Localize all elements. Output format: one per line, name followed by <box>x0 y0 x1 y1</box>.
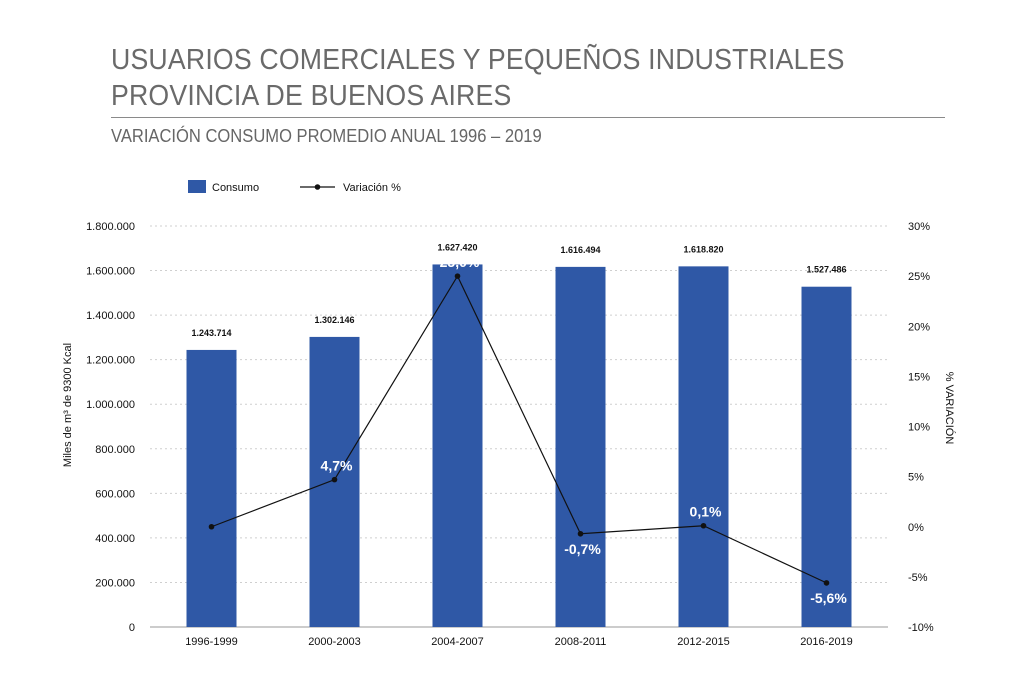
line-series-variacion <box>208 273 830 586</box>
bar-value-label: 1.616.494 <box>560 245 600 255</box>
y-tick-label-left: 0 <box>129 622 135 634</box>
y-tick-label-left: 1.800.000 <box>86 221 135 233</box>
line-point <box>823 580 830 586</box>
line-point <box>208 523 215 530</box>
y-tick-label-right: 20% <box>908 321 930 333</box>
y-tick-label-right: -10% <box>908 622 934 634</box>
bar <box>432 264 483 627</box>
y-tick-label-left: 1.000.000 <box>86 399 135 411</box>
y-tick-label-left: 200.000 <box>95 577 135 589</box>
y-tick-label-right: 10% <box>908 422 930 434</box>
y-tick-label-right: -5% <box>908 572 928 584</box>
chart-title-line-1: USUARIOS COMERCIALES Y PEQUEÑOS INDUSTRI… <box>111 44 845 76</box>
line-value-label: -0,7% <box>564 541 601 557</box>
x-tick-label: 2004-2007 <box>431 636 484 648</box>
bar <box>186 349 237 627</box>
bar-value-label: 1.627.420 <box>437 242 477 252</box>
y-tick-label-left: 400.000 <box>95 533 135 545</box>
chart-subtitle: VARIACIÓN CONSUMO PROMEDIO ANUAL 1996 – … <box>111 126 542 146</box>
legend-label-consumo: Consumo <box>212 182 259 194</box>
y-tick-label-right: 25% <box>908 271 930 283</box>
y-tick-label-right: 15% <box>908 371 930 383</box>
y-tick-label-left: 600.000 <box>95 488 135 500</box>
line-point <box>454 273 461 279</box>
y-axis-title-left: Miles de m³ de 9300 Kcal <box>62 343 74 467</box>
y-tick-label-right: 30% <box>908 221 930 233</box>
y-tick-label-right: 0% <box>908 522 924 534</box>
y-axis-title-right: % VARIACIÓN <box>943 372 956 445</box>
x-axis: 1996-1999 2000-2003 2004-2007 2008-2011 2012… <box>185 636 853 648</box>
chart-legend: Consumo Variación % <box>188 180 401 194</box>
bar-value-label: 1.618.820 <box>683 244 723 254</box>
grid-lines <box>150 225 888 628</box>
y-tick-label-left: 1.200.000 <box>86 355 135 367</box>
y-tick-label-left: 1.600.000 <box>86 266 135 278</box>
x-tick-label: 2008-2011 <box>555 636 607 648</box>
line-point <box>331 476 338 483</box>
x-tick-label: 2000-2003 <box>308 636 361 648</box>
y-tick-label-right: 5% <box>908 472 924 484</box>
bar-value-label: 1.527.486 <box>806 265 846 275</box>
line-value-label: 4,7% <box>321 458 353 474</box>
y-tick-label-left: 800.000 <box>95 444 135 456</box>
bar-value-label: 1.243.714 <box>191 328 231 338</box>
bar <box>801 286 852 627</box>
legend-swatch-consumo <box>188 180 206 193</box>
legend-label-variacion: Variación % <box>343 182 401 194</box>
line-point <box>577 530 584 537</box>
line-point <box>700 522 707 529</box>
x-tick-label: 1996-1999 <box>185 636 238 648</box>
line-value-label: 0,1% <box>690 504 722 520</box>
bar-value-labels: 1.243.714 1.302.146 1.627.420 1.616.494 1.61… <box>191 242 846 337</box>
variation-line <box>211 274 827 584</box>
x-tick-label: 2016-2019 <box>800 636 853 648</box>
y-axis-left: 0 200.000 400.000 600.000 800.000 1.000.000 1.… <box>86 221 135 634</box>
bar-series-consumo <box>186 264 852 627</box>
line-value-labels: 4,7% 25,0% -0,7% 0,1% -5,6% <box>321 254 848 606</box>
line-value-label: -5,6% <box>810 590 847 606</box>
title-divider <box>111 117 945 118</box>
bar <box>678 266 729 627</box>
y-tick-label-left: 1.400.000 <box>86 310 135 322</box>
bar-value-label: 1.302.146 <box>314 315 354 325</box>
chart-title: USUARIOS COMERCIALES Y PEQUEÑOS INDUSTRI… <box>111 42 951 114</box>
y-axis-right: -10% -5% 0% 5% 10% 15% 20% 25% 30% <box>908 221 934 634</box>
x-tick-label: 2012-2015 <box>677 636 730 648</box>
line-value-label: 25,0% <box>440 254 480 270</box>
bar <box>555 266 606 627</box>
chart-title-line-2: PROVINCIA DE BUENOS AIRES <box>111 80 512 112</box>
legend-marker-variacion <box>314 184 321 190</box>
